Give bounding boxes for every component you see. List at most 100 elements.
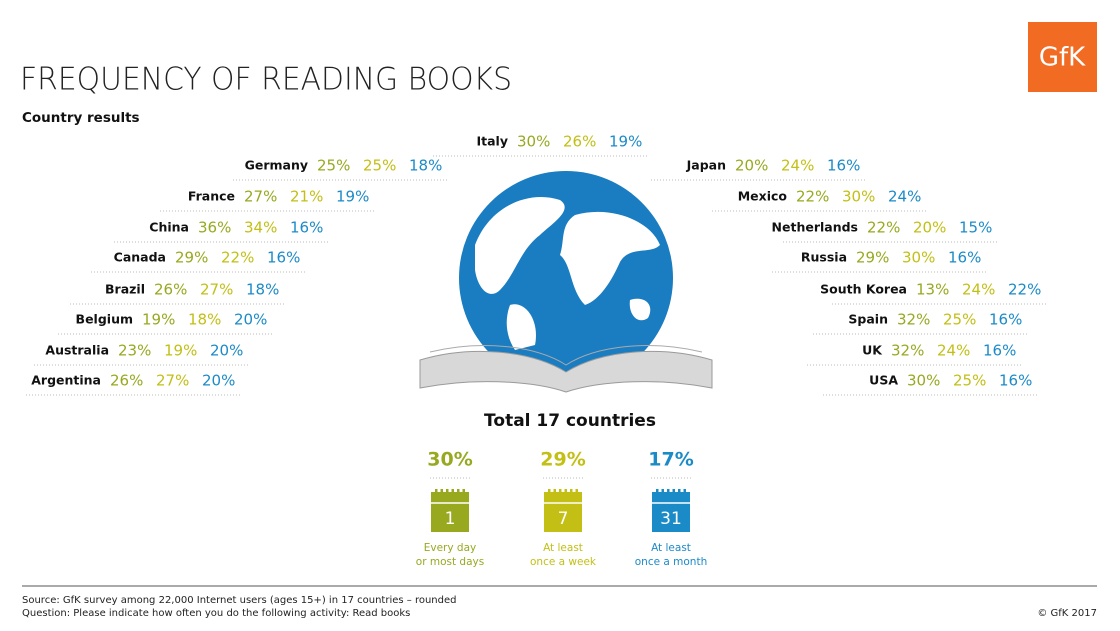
calendar [431,492,469,532]
calendar [544,492,582,532]
calendar-ring [678,489,681,495]
country-value: 24% [781,157,814,175]
country-name: Mexico [738,189,788,204]
country-value: 19% [609,133,642,151]
country-value: 13% [916,281,949,299]
country-value: 23% [118,342,151,360]
country-name: South Korea [820,282,907,297]
calendar [652,492,690,532]
calendar-ring [564,489,567,495]
country-value: 27% [156,372,189,390]
country-value: 34% [244,219,277,237]
country-name: UK [862,343,883,358]
total-value: 30% [427,449,472,471]
country-value: 26% [154,281,187,299]
country-value: 36% [198,219,231,237]
country-value: 20% [735,157,768,175]
country-value: 24% [962,281,995,299]
country-value: 30% [902,249,935,267]
country-value: 20% [210,342,243,360]
total-value: 17% [648,449,693,471]
total-label: At least [651,542,691,554]
country-name: USA [869,373,898,388]
total-label: once a month [635,556,708,568]
country-value: 18% [188,311,221,329]
country-value: 25% [953,372,986,390]
calendar-ring [575,489,578,495]
country-value: 30% [907,372,940,390]
question: Question: Please indicate how often you … [22,608,410,619]
calendar-ring [661,489,664,495]
country-value: 19% [142,311,175,329]
country-value: 22% [867,219,900,237]
calendar-ring [451,489,454,495]
country-value: 16% [948,249,981,267]
subtitle: Country results [22,110,140,126]
calendar-ring [462,489,465,495]
country-value: 16% [290,219,323,237]
country-name: Spain [848,312,888,327]
country-value: 30% [517,133,550,151]
country-value: 26% [110,372,143,390]
country-name: Japan [686,158,726,173]
calendar-ring [683,489,686,495]
country-value: 25% [363,157,396,175]
logo: GfK [1039,43,1086,73]
calendar-ring [559,489,562,495]
country-name: France [188,189,235,204]
country-value: 16% [989,311,1022,329]
source: Source: GfK survey among 22,000 Internet… [22,595,457,606]
country-value: 32% [891,342,924,360]
country-value: 16% [999,372,1032,390]
country-value: 20% [234,311,267,329]
country-value: 22% [221,249,254,267]
country-name: Brazil [105,282,145,297]
country-name: Australia [45,343,109,358]
country-name: Russia [801,250,847,265]
total-title: Total 17 countries [484,411,656,431]
calendar-ring [440,489,443,495]
country-value: 15% [959,219,992,237]
country-value: 25% [943,311,976,329]
country-value: 16% [827,157,860,175]
country-value: 16% [983,342,1016,360]
country-value: 32% [897,311,930,329]
calendar-ring [446,489,449,495]
total-label: Every day [424,542,477,554]
country-value: 20% [913,219,946,237]
calendar-ring [435,489,438,495]
calendar-ring [548,489,551,495]
country-name: Italy [477,134,509,149]
calendar-ring [570,489,573,495]
globe [419,171,713,393]
calendar-ring [656,489,659,495]
country-name: Netherlands [772,220,858,235]
country-value: 29% [175,249,208,267]
country-value: 22% [1008,281,1041,299]
country-value: 18% [246,281,279,299]
calendar-ring [667,489,670,495]
country-value: 20% [202,372,235,390]
country-value: 19% [164,342,197,360]
country-name: Canada [114,250,166,265]
total-label: or most days [416,556,484,568]
calendar-ring [457,489,460,495]
title: FREQUENCY OF READING BOOKS [20,62,512,98]
total-label: once a week [530,556,597,568]
country-value: 24% [888,188,921,206]
copyright: © GfK 2017 [1037,608,1097,619]
country-name: Argentina [31,373,101,388]
country-value: 26% [563,133,596,151]
country-value: 30% [842,188,875,206]
country-value: 27% [200,281,233,299]
country-value: 29% [856,249,889,267]
calendar-day: 31 [660,509,682,529]
calendar-day: 7 [558,509,569,529]
country-value: 24% [937,342,970,360]
logo-box [1028,22,1097,92]
country-value: 27% [244,188,277,206]
country-name: Germany [245,158,308,173]
calendar-ring [672,489,675,495]
country-value: 16% [267,249,300,267]
